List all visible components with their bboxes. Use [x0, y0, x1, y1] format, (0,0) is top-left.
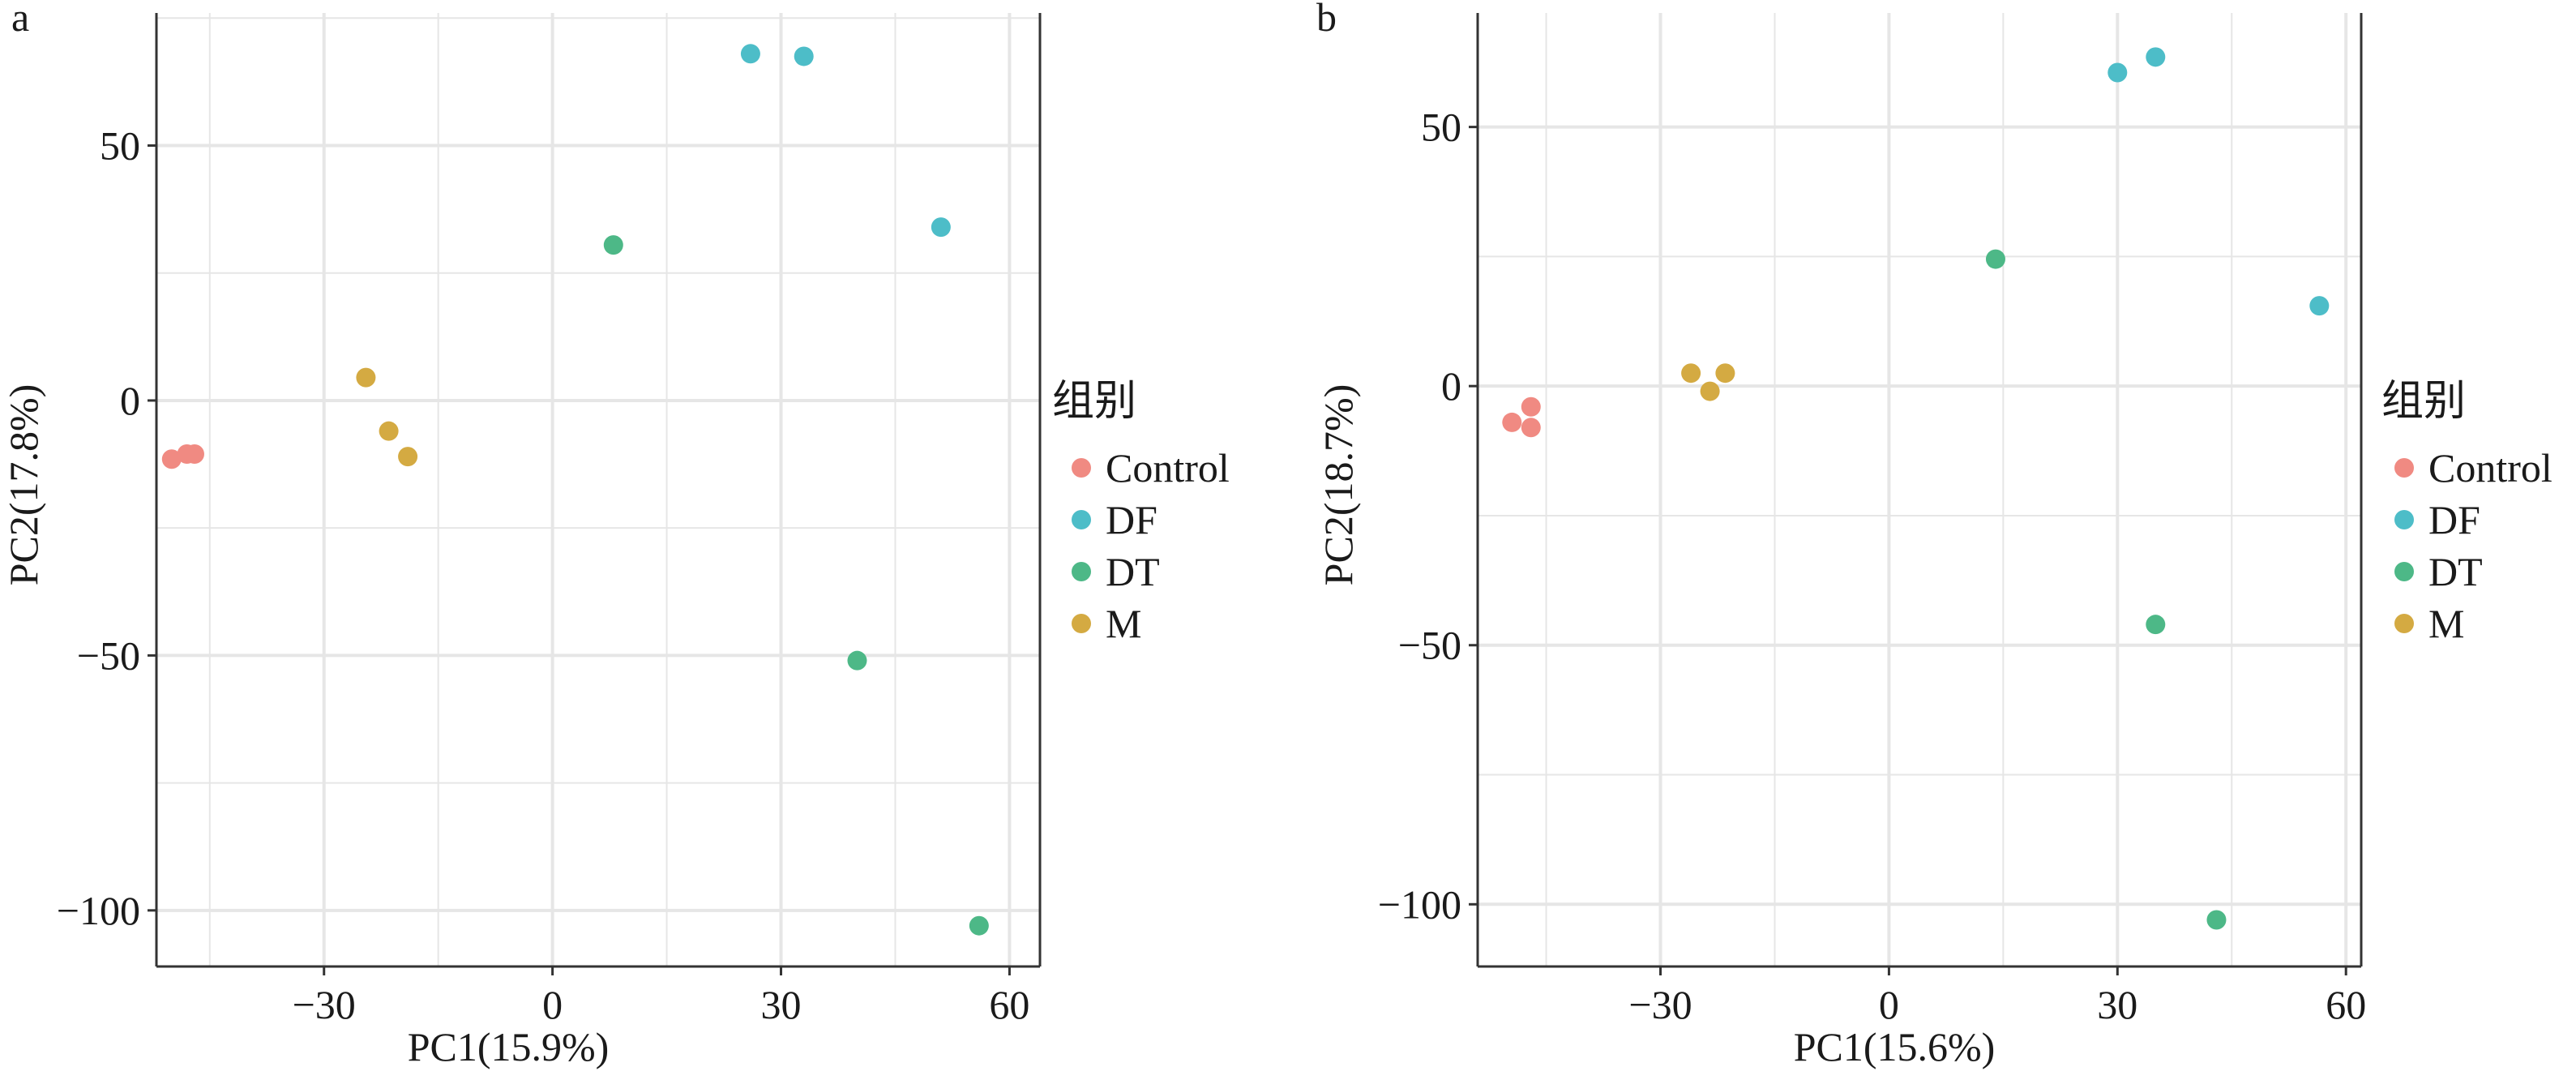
chart-panel-b: b −30 0 30 60 −100 −50 0 50 PC1(15.6%) PC2(18.7%) 组… [1316, 0, 2552, 1069]
y-axis-title: PC2(18.7%) [1316, 384, 1361, 586]
point-m [398, 447, 418, 467]
point-m [356, 367, 376, 388]
point-dt [2146, 615, 2166, 635]
point-dt [603, 235, 623, 255]
legend-key-m [2394, 614, 2414, 633]
point-m [1681, 363, 1701, 384]
y-tick-label: 50 [100, 123, 140, 169]
point-control [1521, 418, 1541, 438]
x-tick-label: −30 [293, 982, 356, 1027]
legend-label-m: M [1106, 601, 1141, 646]
point-m [1700, 381, 1720, 401]
y-tick-label: 50 [1421, 105, 1461, 150]
y-tick-label: −50 [1398, 623, 1461, 668]
point-df [2107, 62, 2128, 83]
plot-grid [1478, 13, 2361, 966]
x-axis-title: PC1(15.6%) [1794, 1024, 1996, 1069]
chart-panel-a: a −30 0 30 60 −100 −50 0 50 PC1(15.9%) PC2(17.8%) 组… [1, 0, 1230, 1069]
legend-title: 组别 [2381, 379, 2466, 425]
point-df [740, 44, 760, 64]
x-axis-title: PC1(15.9%) [408, 1024, 610, 1069]
legend-key-m [1072, 614, 1091, 633]
point-df [794, 46, 814, 66]
legend-label-df: DF [1106, 497, 1157, 542]
panel-label: b [1316, 0, 1337, 40]
legend-label-m: M [2428, 601, 2464, 646]
y-tick-label: 0 [1441, 363, 1461, 409]
x-tick-label: −30 [1628, 982, 1692, 1027]
y-tick-label: 0 [120, 378, 140, 423]
legend-label-dt: DT [1106, 549, 1160, 594]
x-tick-label: 30 [761, 982, 802, 1027]
point-m [1715, 363, 1735, 384]
point-control [184, 444, 204, 464]
x-tick-label: 0 [1879, 982, 1899, 1027]
point-dt [847, 650, 867, 671]
legend-key-control [2394, 458, 2414, 478]
point-dt [1985, 249, 2005, 269]
legend: 组别 Control DF DT M [1052, 379, 1230, 646]
plot-grid [156, 13, 1040, 966]
point-control [1521, 396, 1541, 417]
x-tick-label: 30 [2097, 982, 2137, 1027]
legend-label-control: Control [1106, 445, 1230, 491]
legend-label-dt: DT [2428, 549, 2483, 594]
point-control [1502, 412, 1522, 432]
legend-key-df [1072, 510, 1091, 529]
point-df [931, 217, 951, 238]
legend-key-control [1072, 458, 1091, 478]
point-df [2309, 296, 2330, 316]
legend-label-control: Control [2428, 445, 2552, 491]
y-tick-label: −100 [57, 888, 140, 933]
legend-key-dt [1072, 562, 1091, 581]
legend-key-df [2394, 510, 2414, 529]
x-tick-label: 0 [542, 982, 563, 1027]
point-control [161, 449, 182, 469]
point-df [2146, 47, 2166, 67]
y-axis-title: PC2(17.8%) [1, 384, 46, 586]
legend-label-df: DF [2428, 497, 2480, 542]
legend: 组别 Control DF DT M [2381, 379, 2552, 646]
y-tick-label: −50 [77, 632, 140, 678]
point-dt [969, 915, 989, 936]
x-tick-label: 60 [989, 982, 1029, 1027]
point-dt [2206, 910, 2227, 930]
data-points [1502, 47, 2330, 930]
legend-key-dt [2394, 562, 2414, 581]
y-tick-label: −100 [1378, 881, 1461, 927]
panel-label: a [11, 0, 29, 40]
data-points [161, 44, 989, 936]
x-tick-label: 60 [2326, 982, 2366, 1027]
point-m [379, 421, 399, 441]
legend-title: 组别 [1052, 379, 1136, 425]
